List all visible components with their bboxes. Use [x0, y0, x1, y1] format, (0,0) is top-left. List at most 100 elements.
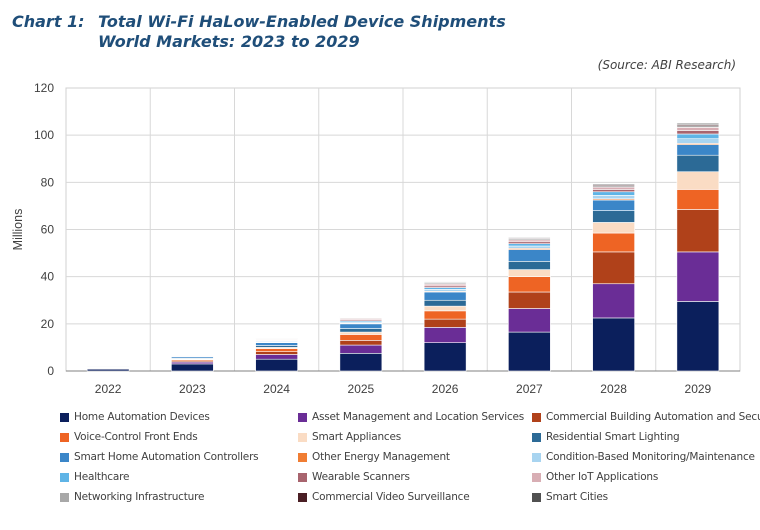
bar-segment	[592, 251, 635, 285]
bar-segment	[592, 191, 635, 196]
bar-segment	[171, 363, 214, 372]
bar-segment	[255, 342, 298, 346]
legend-label: Other IoT Applications	[546, 471, 659, 483]
legend-item: Voice-Control Front Ends	[60, 431, 198, 443]
bar-segment	[676, 144, 720, 156]
legend-item: Other Energy Management	[298, 451, 450, 463]
bar-segment	[339, 334, 383, 341]
source-note: (Source: ABI Research)	[597, 58, 736, 72]
legend-item: Condition-Based Monitoring/Maintenance	[532, 451, 755, 463]
legend-label: Voice-Control Front Ends	[74, 431, 198, 443]
bar-segment	[592, 199, 635, 211]
x-tick-label: 2026	[432, 382, 459, 396]
legend-swatch	[60, 452, 69, 462]
y-axis-label: Millions	[11, 209, 25, 251]
legend-label: Home Automation Devices	[74, 411, 210, 423]
legend-label: Commercial Video Surveillance	[312, 491, 470, 503]
legend-item: Other IoT Applications	[532, 471, 658, 483]
chart-title: Chart 1: Total Wi-Fi HaLow-Enabled Devic…	[12, 12, 506, 52]
bar-segment	[339, 331, 383, 335]
y-tick-label: 20	[41, 317, 55, 331]
bar-segment	[676, 171, 720, 190]
bar-segment	[255, 354, 298, 360]
y-tick-label: 80	[41, 175, 55, 189]
bar-segment	[423, 318, 467, 328]
y-tick-label: 0	[47, 364, 54, 378]
legend-swatch	[532, 492, 541, 502]
legend-swatch	[298, 432, 307, 442]
legend-item: Commercial Building Automation and Secur…	[532, 411, 760, 423]
bar-segment	[592, 186, 635, 190]
legend-label: Smart Home Automation Controllers	[74, 451, 259, 463]
legend-swatch	[532, 432, 541, 442]
bar-segment	[339, 340, 383, 346]
bar-segment	[423, 299, 467, 307]
bar-segment	[508, 245, 551, 249]
legend-item: Networking Infrastructure	[60, 491, 204, 503]
bar-segment	[676, 189, 720, 210]
legend-item: Residential Smart Lighting	[532, 431, 680, 443]
legend-swatch	[298, 412, 307, 422]
legend-item: Wearable Scanners	[298, 471, 410, 483]
legend-label: Networking Infrastructure	[74, 491, 205, 503]
legend-swatch	[532, 412, 541, 422]
bar-segment	[508, 249, 551, 262]
bar-segment	[339, 323, 383, 329]
legend-label: Healthcare	[74, 471, 130, 483]
legend-item: Commercial Video Surveillance	[298, 491, 470, 503]
legend-label: Commercial Building Automation and Secur…	[546, 411, 760, 423]
bar-segment	[592, 183, 635, 185]
bar-segment	[423, 305, 467, 312]
bar-segment	[255, 358, 298, 372]
bar-segment	[676, 123, 720, 125]
legend-swatch	[532, 452, 541, 462]
y-tick-label: 120	[34, 81, 54, 95]
bar-segment	[592, 232, 635, 253]
x-tick-label: 2029	[685, 382, 712, 396]
y-tick-label: 60	[41, 223, 55, 237]
bar-segment	[423, 342, 467, 372]
legend-label: Wearable Scanners	[312, 471, 410, 483]
bar-segment	[508, 308, 551, 333]
legend-swatch	[60, 412, 69, 422]
bar-segment	[508, 243, 551, 247]
bar-segment	[676, 251, 720, 302]
bar-segment	[339, 344, 383, 354]
stacked-bar-chart: 0 20 40 60 80 100 120 Millions 2022 2023 2024 2025 2…	[11, 81, 741, 396]
y-tick-label: 40	[41, 270, 55, 284]
bar-segment	[676, 127, 720, 131]
bar-segment	[255, 348, 298, 352]
bar-segment	[676, 138, 720, 144]
legend-item: Healthcare	[60, 471, 129, 483]
x-tick-label: 2024	[263, 382, 290, 396]
bar-segment	[592, 195, 635, 200]
legend-swatch	[60, 472, 69, 482]
bar-segment	[423, 327, 467, 343]
bar-segment	[676, 130, 720, 135]
legend-item: Home Automation Devices	[60, 411, 210, 423]
legend-swatch	[298, 492, 307, 502]
bar-segment	[676, 209, 720, 253]
bar-segment	[508, 236, 551, 239]
x-tick-label: 2022	[95, 382, 122, 396]
y-tick-label: 100	[34, 128, 54, 142]
bar-segment	[676, 301, 720, 372]
legend-label: Smart Appliances	[312, 431, 402, 443]
legend-label: Asset Management and Location Services	[312, 411, 525, 423]
legend-label: Residential Smart Lighting	[546, 431, 680, 443]
bar-segment	[592, 222, 635, 234]
x-tick-label: 2025	[348, 382, 375, 396]
chart-title-line1: Total Wi-Fi HaLow-Enabled Device Shipmen…	[98, 12, 506, 31]
legend-swatch	[532, 472, 541, 482]
bar-segment	[508, 291, 551, 309]
bar-segment	[592, 283, 635, 319]
legend-swatch	[298, 452, 307, 462]
bar-segment	[423, 310, 467, 320]
chart-title-line2: World Markets: 2023 to 2029	[98, 32, 360, 51]
bar-segment	[508, 261, 551, 270]
bar-segment	[339, 328, 383, 333]
bar-segment	[592, 317, 635, 372]
bar-segment	[423, 281, 467, 283]
bar-segment	[508, 276, 551, 293]
legend-label: Other Energy Management	[312, 451, 450, 463]
